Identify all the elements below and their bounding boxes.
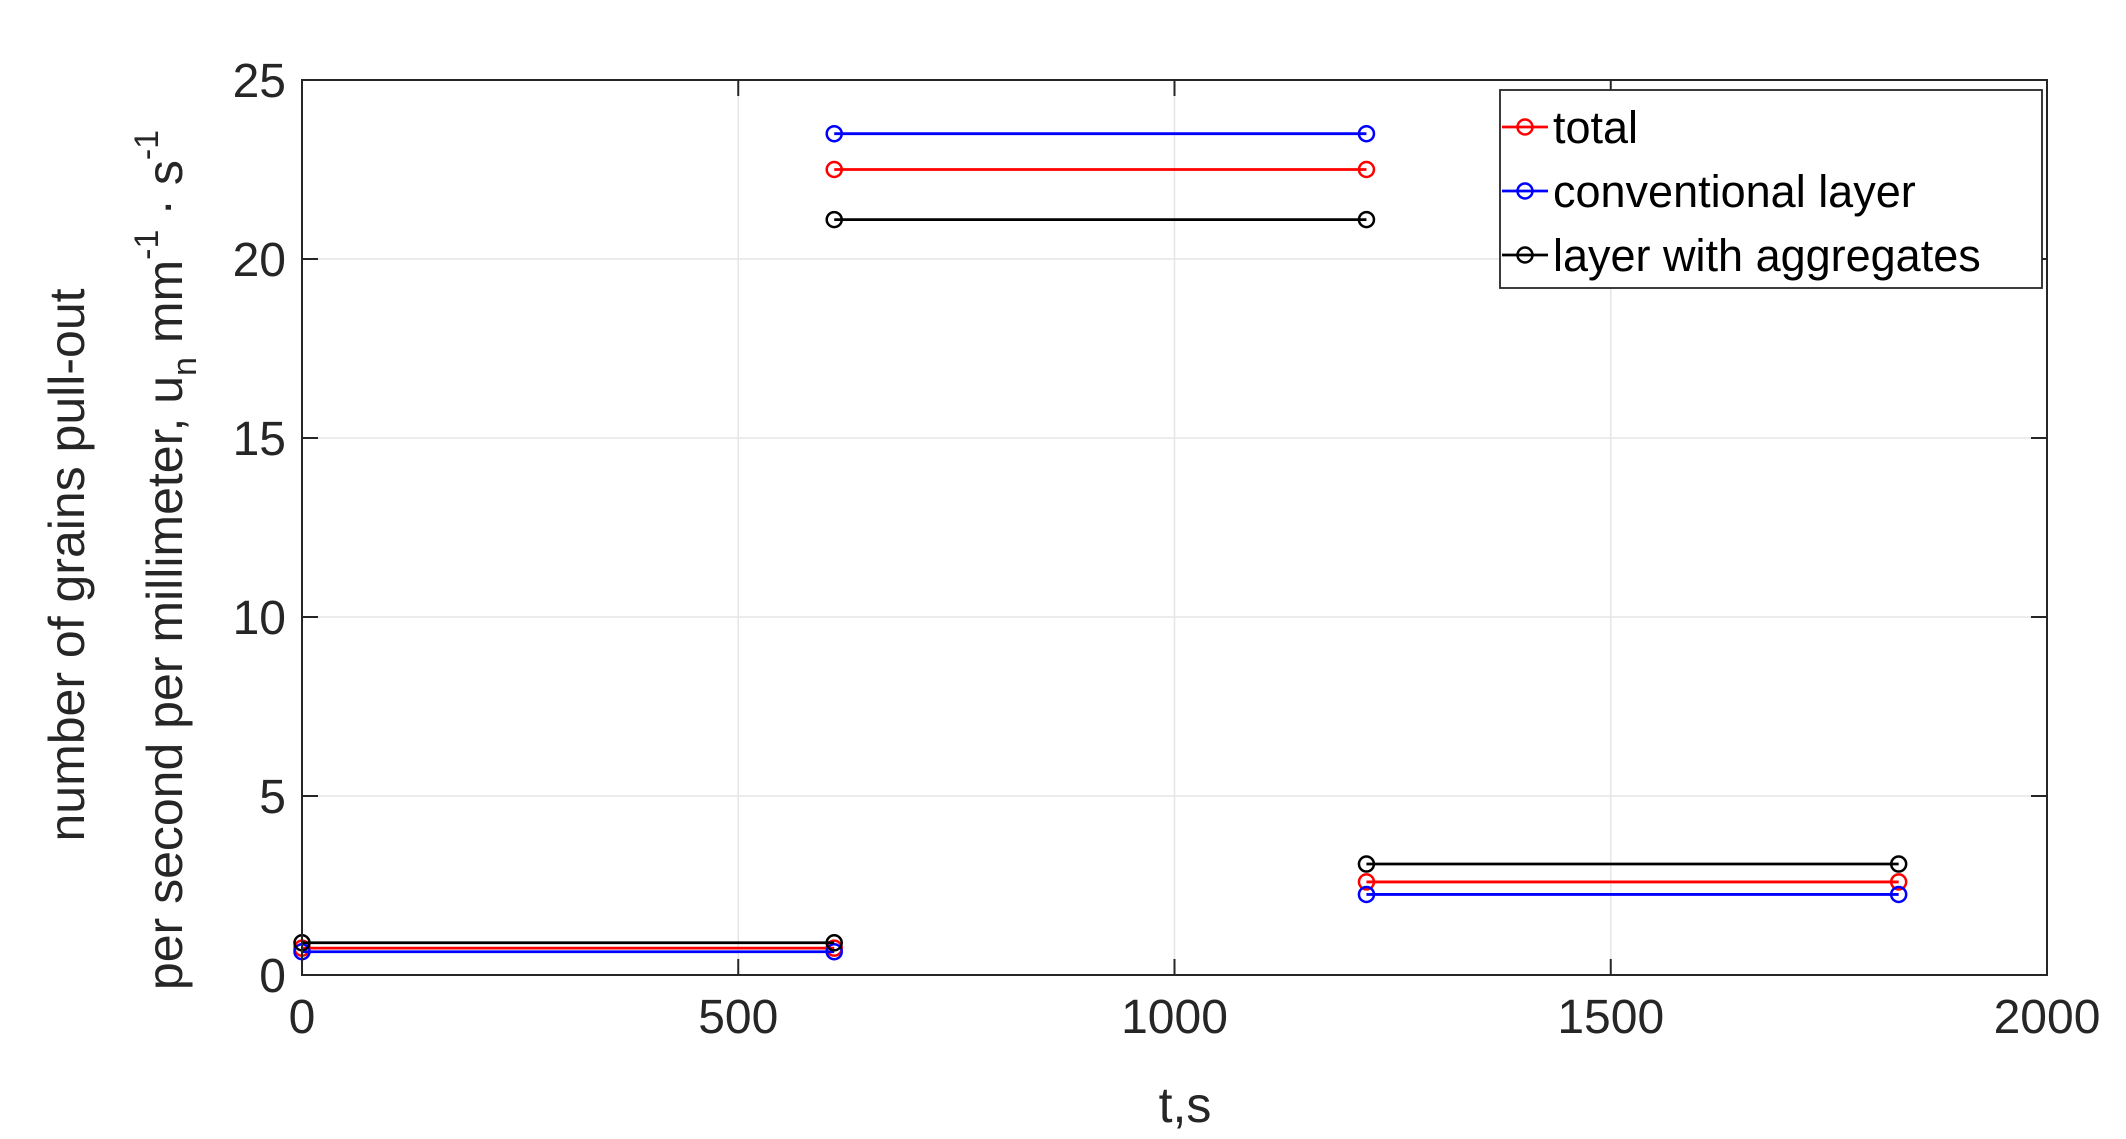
- y-tick-label: 20: [233, 234, 286, 287]
- y-axis-label: number of grains pull-out per second per…: [39, 130, 204, 990]
- data-point: [1357, 885, 1376, 904]
- data-point: [1889, 873, 1908, 891]
- y-tick-label: 15: [233, 413, 286, 466]
- data-point: [1357, 124, 1376, 143]
- data-point: [825, 934, 843, 952]
- data-point: [825, 210, 843, 229]
- y-axis-label-line1: number of grains pull-out: [39, 288, 95, 841]
- y-tick-label: 25: [233, 55, 286, 108]
- series-total: [293, 160, 1908, 957]
- y-axis-label-exponent-1: -1: [128, 230, 166, 260]
- legend-label: conventional layer: [1553, 166, 1916, 217]
- legend-box: [1499, 89, 2043, 289]
- data-point: [825, 942, 843, 961]
- y-axis-label-unit-mm: mm: [137, 260, 193, 357]
- data-point: [1889, 885, 1908, 904]
- y-axis-label-subscript: n: [166, 357, 204, 376]
- y-tick-label: 10: [233, 592, 286, 645]
- data-point: [1357, 873, 1376, 891]
- legend-entry: layer with aggregates: [1502, 230, 1981, 281]
- legend-label: layer with aggregates: [1553, 230, 1981, 281]
- legend: total conventional layer layer with aggreg…: [1499, 89, 2043, 289]
- series-layer: [293, 124, 1908, 961]
- y-axis-label-main: per second per millimeter, u: [137, 376, 193, 990]
- data-point: [825, 160, 843, 179]
- x-axis-label: t,s: [1159, 1077, 1212, 1133]
- y-tick-label: 0: [259, 950, 286, 1003]
- tick-labels: 0 500 1000 1500 2000 0 5 10 15 20 25: [233, 55, 2101, 1044]
- legend-entry: conventional layer: [1502, 166, 1916, 217]
- legend-swatch-marker: [1516, 182, 1534, 200]
- data-point: [1357, 855, 1376, 873]
- legend-label: total: [1553, 102, 1638, 153]
- data-point: [825, 124, 843, 143]
- y-tick-label: 5: [259, 771, 286, 824]
- data-point: [1889, 855, 1908, 873]
- series-conventional-layer: [293, 124, 1908, 961]
- x-tick-label: 500: [698, 991, 778, 1044]
- data-point: [1357, 160, 1376, 179]
- legend-swatch-marker: [1516, 118, 1534, 136]
- legend-entries: total conventional layer layer with aggreg…: [1502, 102, 1981, 281]
- x-tick-label: 1000: [1121, 991, 1228, 1044]
- x-tick-label: 1500: [1557, 991, 1664, 1044]
- legend-entry: total: [1502, 102, 1638, 153]
- legend-swatch-marker: [1516, 246, 1534, 264]
- y-axis-label-line2: per second per millimeter, un mm-1 · s-1: [128, 130, 204, 990]
- x-tick-label: 2000: [1994, 991, 2101, 1044]
- y-axis-label-unit-s: · s: [137, 160, 193, 229]
- y-axis-label-exponent-2: -1: [128, 130, 166, 160]
- x-tick-label: 0: [289, 991, 316, 1044]
- data-point: [1357, 210, 1376, 229]
